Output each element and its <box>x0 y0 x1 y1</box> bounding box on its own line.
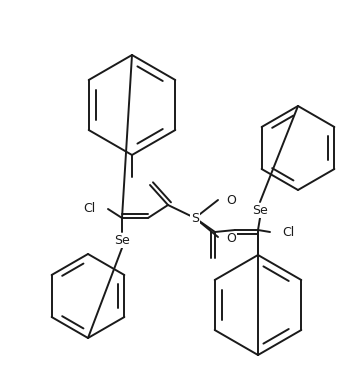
Text: Se: Se <box>114 234 130 246</box>
Text: Se: Se <box>252 204 268 216</box>
Text: S: S <box>191 211 199 224</box>
Text: O: O <box>226 233 236 246</box>
Text: Cl: Cl <box>84 203 96 215</box>
Text: O: O <box>226 193 236 207</box>
Text: Cl: Cl <box>282 226 294 238</box>
